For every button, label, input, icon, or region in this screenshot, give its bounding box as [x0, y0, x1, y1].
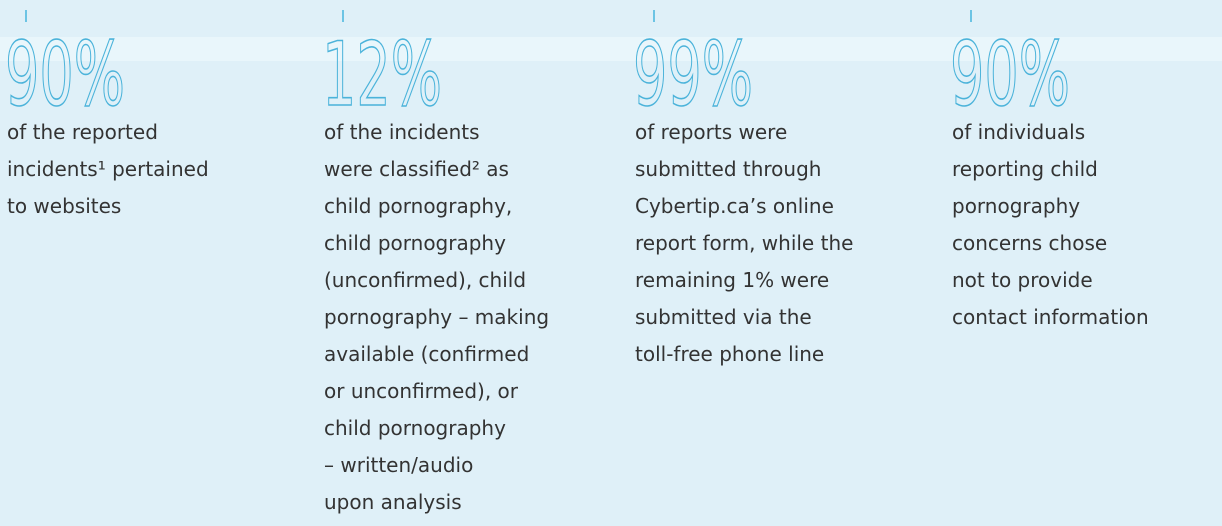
- stat-description: of the reported incidents¹ pertained to we…: [7, 114, 209, 225]
- description-line: child pornography: [324, 231, 506, 255]
- stat-figure: 90%: [949, 22, 1071, 127]
- description-line: of the incidents: [324, 120, 480, 144]
- description-line: or unconfirmed), or: [324, 379, 519, 403]
- stat-value: 12%: [322, 23, 442, 126]
- description-line: concerns chose: [952, 231, 1108, 255]
- description-line: upon analysis: [324, 490, 462, 514]
- description-line: available (confirmed: [324, 342, 530, 366]
- description-line: (unconfirmed), child: [324, 268, 527, 292]
- stat-value: 90%: [5, 23, 125, 126]
- stat-description: of reports were submitted through Cybertip…: [635, 114, 853, 373]
- description-line: child pornography,: [324, 194, 513, 218]
- description-line: of reports were: [635, 120, 788, 144]
- description-line: were classified² as: [324, 157, 509, 181]
- description-line: not to provide: [952, 268, 1093, 292]
- description-line: of individuals: [952, 120, 1086, 144]
- description-line: incidents¹ pertained: [7, 157, 209, 181]
- stat-figure: 99%: [632, 22, 754, 127]
- stat-description: of individuals reporting child pornography…: [952, 114, 1149, 336]
- tick: [970, 10, 972, 22]
- description-line: – written/audio: [324, 453, 474, 477]
- description-line: Cybertip.ca’s online: [635, 194, 834, 218]
- description-line: remaining 1% were: [635, 268, 830, 292]
- description-line: toll-free phone line: [635, 342, 825, 366]
- tick: [653, 10, 655, 22]
- tick: [25, 10, 27, 22]
- stat-figure: 90%: [4, 22, 126, 127]
- description-line: to websites: [7, 194, 122, 218]
- top-band: [0, 37, 1222, 61]
- description-line: child pornography: [324, 416, 506, 440]
- tick: [342, 10, 344, 22]
- description-line: of the reported: [7, 120, 158, 144]
- description-line: report form, while the: [635, 231, 854, 255]
- stat-value: 99%: [633, 23, 753, 126]
- stat-figure: 12%: [321, 22, 443, 127]
- stat-value: 90%: [950, 23, 1070, 126]
- description-line: pornography: [952, 194, 1081, 218]
- description-line: reporting child: [952, 157, 1098, 181]
- description-line: submitted via the: [635, 305, 812, 329]
- stat-description: of the incidents were classified² as child…: [324, 114, 549, 521]
- description-line: submitted through: [635, 157, 822, 181]
- description-line: pornography – making: [324, 305, 550, 329]
- description-line: contact information: [952, 305, 1149, 329]
